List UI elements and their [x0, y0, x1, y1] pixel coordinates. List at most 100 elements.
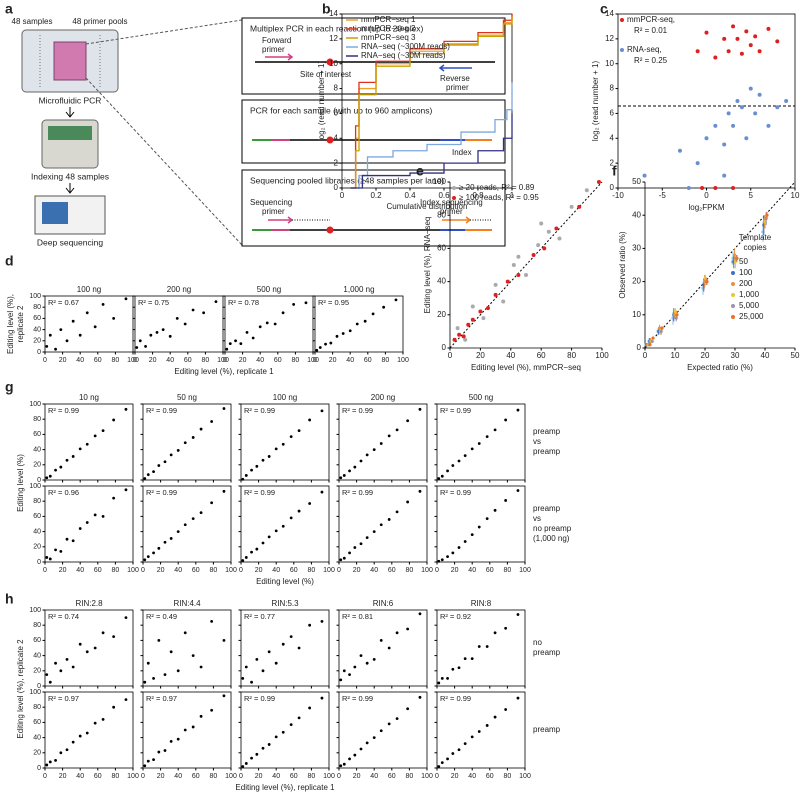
point: [735, 256, 739, 260]
point: [59, 751, 63, 755]
point: [250, 550, 253, 554]
point: [143, 764, 147, 768]
point: [516, 408, 520, 412]
zoom-line: [85, 77, 243, 246]
point: [478, 309, 483, 314]
point: [191, 436, 195, 439]
y-tick-label: 100: [29, 607, 41, 614]
point: [135, 346, 139, 349]
legend-label: 5,000: [739, 301, 760, 310]
legend-marker: [731, 315, 735, 319]
point: [470, 657, 474, 661]
x-tick-label: 60: [274, 357, 282, 364]
x-tick-label: 0: [43, 357, 47, 364]
point: [437, 559, 441, 563]
point: [329, 341, 333, 345]
x-tick-label: 20: [239, 357, 247, 364]
x-tick-label: 0: [43, 773, 47, 780]
point: [695, 161, 700, 166]
y-tick-label: 0: [610, 183, 615, 192]
step-label: Microfluidic PCR: [39, 95, 102, 105]
point: [371, 312, 375, 316]
y-tick-label: 20: [33, 750, 41, 757]
y-tick-label: 80: [33, 704, 41, 711]
x-tick-label: 100: [397, 357, 409, 364]
plot-frame: [134, 295, 224, 353]
point: [320, 620, 324, 623]
point: [731, 123, 736, 128]
r2-label: R² = 0.92: [440, 612, 471, 621]
y-tick-label: 40: [632, 210, 641, 219]
row-label: vs: [533, 437, 541, 446]
x-tick-label: 0.8: [472, 191, 484, 200]
x-tick-label: 0.4: [404, 191, 416, 200]
x-tick-label: 40: [272, 773, 280, 780]
point: [144, 345, 147, 348]
point: [65, 537, 69, 541]
x-tick-label: 50: [791, 351, 800, 360]
point: [78, 734, 82, 738]
x-tick-label: 60: [192, 773, 200, 780]
point: [348, 469, 351, 473]
point: [124, 407, 128, 411]
point: [273, 322, 277, 326]
point: [191, 308, 195, 312]
point: [222, 407, 226, 410]
point: [101, 429, 105, 432]
r2-label: R² = 0.81: [342, 612, 373, 621]
point: [470, 447, 474, 451]
x-tick-label: 20: [59, 773, 67, 780]
x-axis-label: Editing level (%), replicate 1: [235, 783, 335, 792]
x-tick-label: 40: [761, 351, 770, 360]
point: [731, 24, 736, 29]
x-tick-label: 100: [127, 773, 139, 780]
point: [59, 328, 63, 331]
step-label: Deep sequencing: [37, 237, 103, 247]
x-tick-label: 0: [435, 567, 439, 574]
y-tick-label: 20: [632, 277, 641, 286]
plot-frame: [338, 403, 428, 481]
panel-label: d: [5, 253, 14, 269]
point: [48, 760, 52, 764]
point: [493, 715, 497, 719]
row-label: preamp: [533, 504, 561, 513]
chip-label: 48 samples: [12, 17, 53, 26]
y-tick-label: 10: [605, 59, 614, 68]
plot-frame: [240, 609, 330, 687]
point: [45, 556, 49, 559]
point: [199, 665, 203, 669]
y-tick-label: 0: [37, 349, 41, 356]
point: [225, 347, 229, 351]
x-tick-label: 0: [704, 191, 709, 200]
diagonal: [644, 181, 796, 349]
r2-label: R² = 0.49: [146, 612, 177, 621]
series-line: [350, 113, 513, 189]
point: [93, 513, 97, 517]
point: [199, 511, 203, 514]
point: [387, 434, 391, 438]
point: [152, 758, 155, 762]
r2-label: R² = 0.97: [146, 694, 177, 703]
r2-label: R² = 0.97: [48, 694, 79, 703]
panel-a: a 48 samples 48 primer pools Microfluidi…: [5, 1, 506, 247]
x-tick-label: 20: [451, 567, 459, 574]
point: [163, 673, 167, 676]
point: [176, 530, 180, 533]
point: [382, 305, 386, 309]
point: [45, 345, 49, 348]
point: [539, 221, 544, 226]
point: [281, 442, 285, 446]
x-tick-label: 40: [256, 357, 264, 364]
y-tick-label: 30: [632, 244, 641, 253]
point: [138, 339, 142, 343]
row-label: vs: [533, 514, 541, 523]
y-tick-label: 40: [437, 277, 446, 286]
point: [648, 343, 652, 347]
y-tick-label: 60: [33, 719, 41, 726]
point: [542, 246, 547, 251]
point: [241, 677, 245, 680]
box-label: Index sequencing: [420, 198, 483, 207]
point: [387, 722, 391, 726]
point: [348, 673, 351, 676]
